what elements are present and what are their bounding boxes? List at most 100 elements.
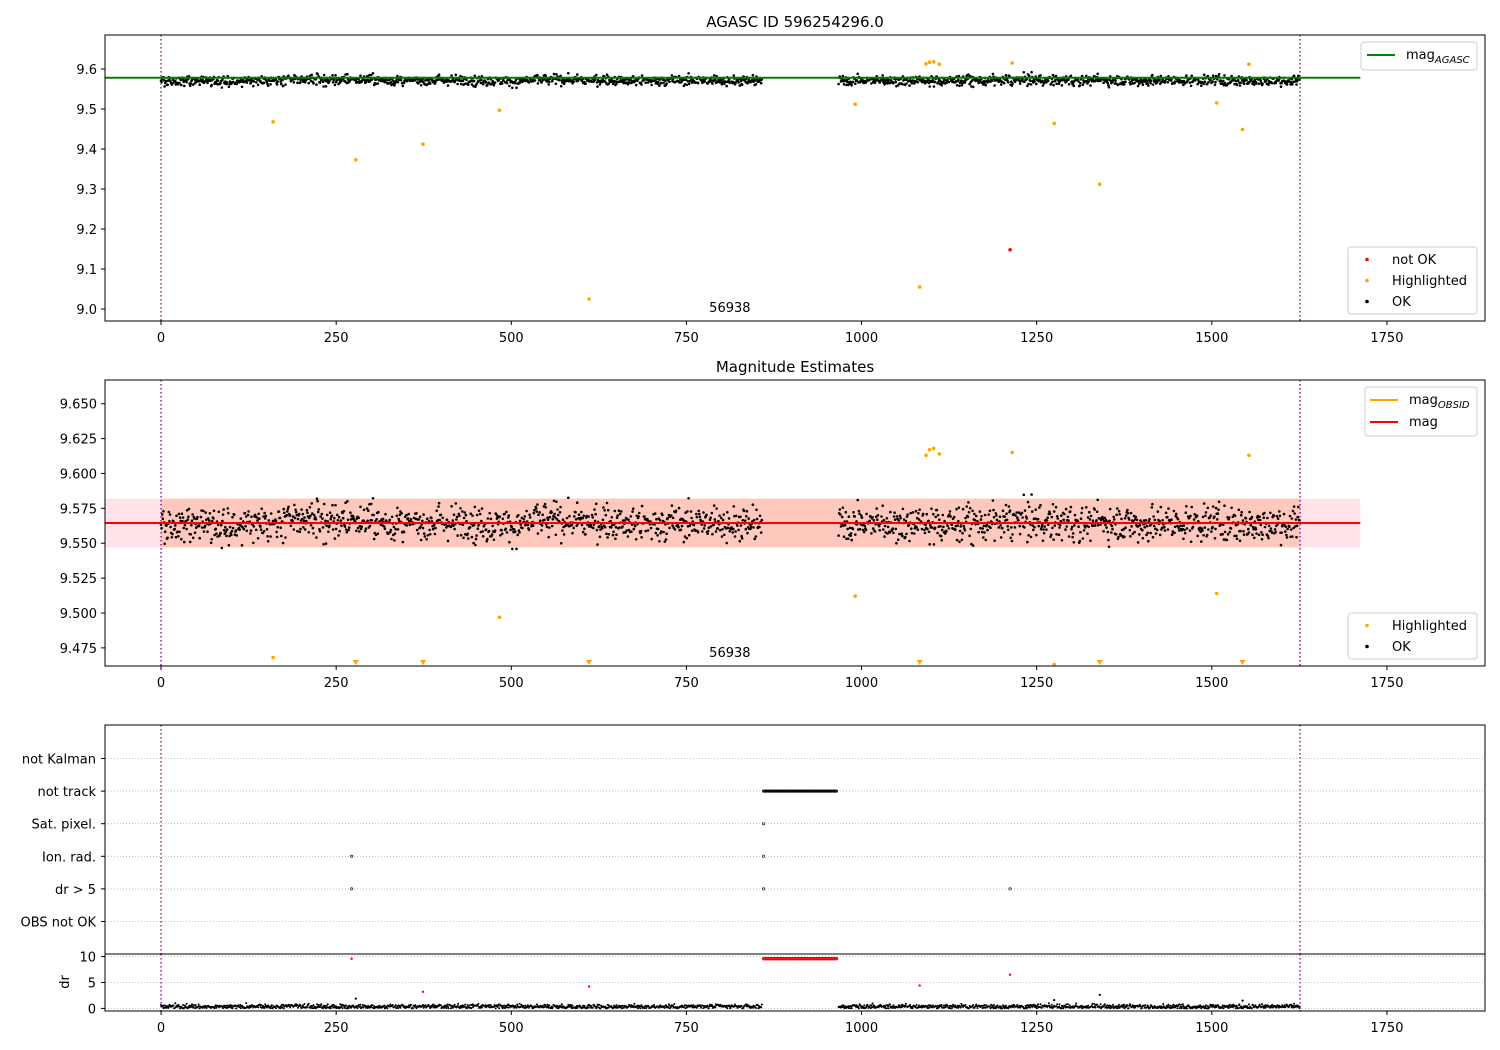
magnitude-x-tick-label: 750 (674, 676, 699, 691)
ok-point (1230, 74, 1233, 78)
ok-point (316, 499, 319, 503)
ok-point (658, 78, 662, 81)
ok-point (1011, 82, 1014, 85)
ok-point (220, 546, 224, 550)
ok-point (206, 517, 210, 520)
ok-point (1147, 84, 1150, 87)
ok-point (1013, 526, 1017, 529)
ok-point (1041, 539, 1045, 542)
ok-point (1126, 508, 1129, 512)
ok-point (718, 514, 721, 517)
ok-point (718, 81, 722, 84)
ok-point (1189, 84, 1193, 88)
ok-point (916, 81, 920, 84)
ok-point (1217, 500, 1221, 504)
ok-point (281, 84, 285, 88)
ok-legend-label: OK (1392, 295, 1411, 310)
ok-point (163, 85, 166, 88)
ok-point (880, 515, 883, 518)
dr-point (239, 1003, 242, 1006)
dr-point (457, 1002, 460, 1005)
dr-point (370, 1006, 373, 1008)
ok-point (605, 73, 609, 76)
ok-point (871, 516, 874, 519)
ok-point (1069, 505, 1073, 509)
ok-point (676, 523, 680, 527)
highlighted-point (931, 60, 936, 64)
ok-point (1105, 78, 1109, 82)
magnitude-x-tick-label: 1000 (845, 676, 878, 691)
ok-point (515, 547, 518, 551)
ok-point (1182, 537, 1185, 541)
ok-point (696, 531, 700, 534)
flag-marker (761, 822, 765, 826)
ok-point (567, 71, 570, 75)
dr-point (456, 1004, 459, 1007)
ok-point (274, 519, 278, 523)
ok-point (341, 516, 345, 520)
ok-point (555, 500, 558, 504)
ok-point (219, 531, 222, 535)
ok-point (838, 508, 842, 511)
ok-point (630, 81, 633, 85)
ok-point (943, 532, 947, 535)
dr-point (887, 1007, 890, 1010)
dr-point (599, 1007, 602, 1010)
ok-point (967, 73, 970, 76)
ok-point (587, 515, 590, 518)
ok-point (177, 512, 181, 516)
ok-point (858, 512, 861, 515)
ok-point (1086, 532, 1089, 535)
ok-point (461, 523, 465, 526)
ok-point (1114, 533, 1118, 536)
ok-point (938, 518, 941, 521)
ok-point (1141, 536, 1145, 540)
ok-point (333, 537, 337, 540)
ok-point (1235, 537, 1239, 540)
ok-point (493, 81, 497, 84)
ok-point (658, 518, 662, 522)
ok-point (394, 79, 398, 82)
ok-point (524, 523, 527, 527)
ok-point (1288, 514, 1292, 518)
ok-point (963, 81, 967, 84)
ok-point (1038, 506, 1041, 509)
ok-point (208, 519, 211, 522)
ok-point (331, 74, 334, 77)
ok-point (180, 83, 183, 87)
ok-point (390, 515, 394, 519)
ok-point (473, 74, 477, 78)
ok-point (650, 537, 653, 541)
ok-point (196, 515, 199, 519)
ok-point (739, 515, 742, 519)
highlighted-legend-label: Highlighted (1392, 274, 1467, 289)
ok-point (872, 519, 876, 522)
dr-point (316, 1003, 318, 1006)
ok-point (609, 526, 613, 529)
ok-point (853, 515, 856, 518)
ok-point (734, 530, 737, 533)
ok-point (848, 526, 852, 530)
dr-point (439, 1004, 442, 1007)
ok-point (846, 80, 849, 84)
ok-point (322, 543, 325, 546)
ok-point (284, 536, 287, 539)
ok-point (537, 513, 540, 516)
ok-point (640, 536, 643, 539)
ok-point (428, 82, 432, 85)
ok-point (459, 507, 462, 510)
ok-point (231, 526, 235, 530)
ok-point (1202, 534, 1205, 537)
ok-point (189, 533, 193, 536)
ok-point (177, 535, 180, 538)
ok-point (575, 73, 579, 76)
ok-point (305, 519, 308, 523)
ok-point (1067, 78, 1070, 81)
ok-point (312, 532, 315, 535)
dr-point (357, 1004, 360, 1006)
ok-point (1089, 539, 1092, 542)
ok-point (976, 520, 979, 523)
ok-point (625, 529, 628, 532)
ok-point (197, 524, 201, 528)
ok-point (1022, 493, 1026, 497)
